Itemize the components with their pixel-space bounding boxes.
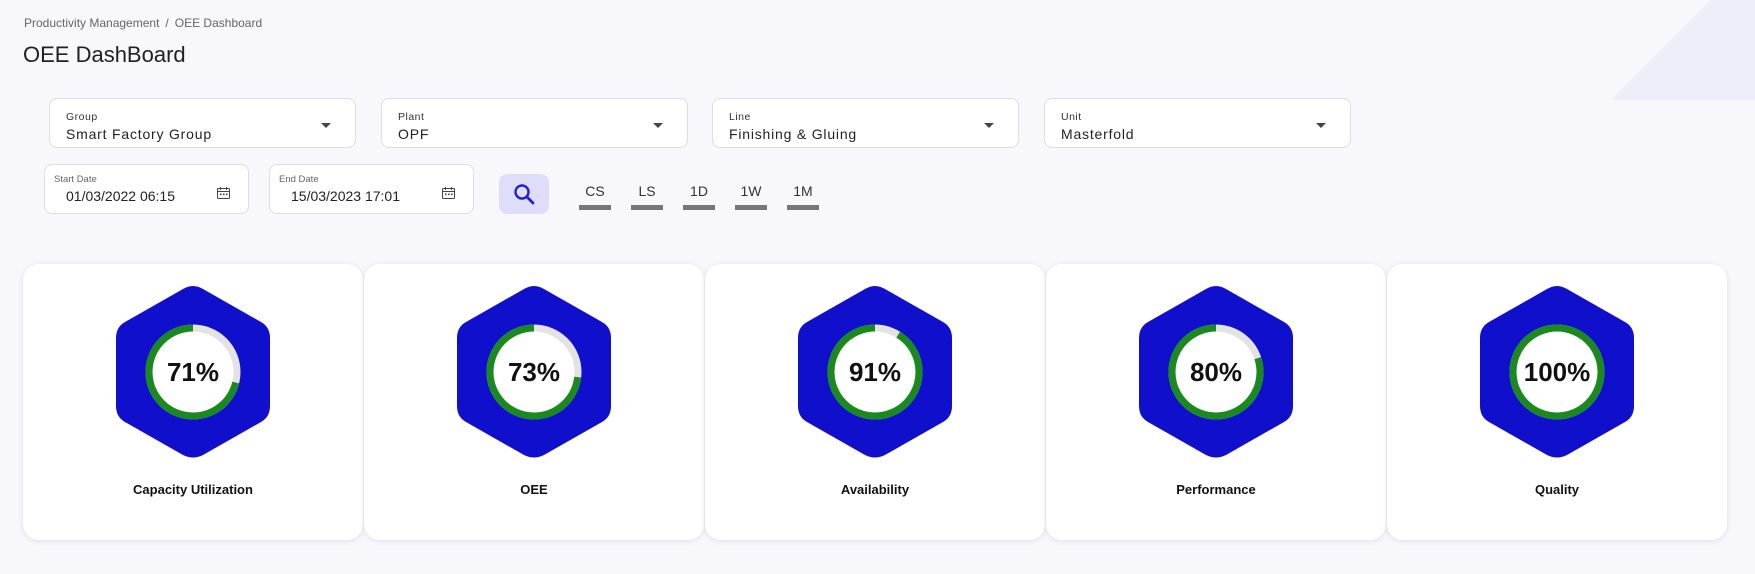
start-date-field[interactable]: Start Date 01/03/2022 06:15 [44,164,249,214]
line-select-label: Line [729,111,751,123]
gauge-progress [145,324,241,420]
chevron-down-icon [321,123,331,128]
hexagon-gauge: 73% [457,286,611,458]
unit-select[interactable]: Unit Masterfold [1044,98,1351,148]
kpi-card-quality[interactable]: 100% Quality [1387,264,1727,540]
end-date-field[interactable]: End Date 15/03/2023 17:01 [269,164,474,214]
background-decoration [1575,0,1755,100]
group-select-value: Smart Factory Group [66,126,212,142]
hexagon-gauge: 80% [1139,286,1293,458]
gauge-progress [827,324,923,420]
breadcrumb-item-productivity[interactable]: Productivity Management [24,16,160,30]
hexagon-gauge: 100% [1480,286,1634,458]
range-button-label: CS [585,183,605,199]
kpi-card-oee[interactable]: 73% OEE [364,264,704,540]
gauge-progress [486,324,582,420]
search-button[interactable] [499,174,549,214]
range-button-cs[interactable]: CS [578,183,612,210]
plant-select-label: Plant [398,111,425,123]
range-button-label: 1M [793,183,813,199]
range-button-1m[interactable]: 1M [786,183,820,210]
calendar-icon[interactable] [217,187,230,199]
range-button-label: LS [638,183,656,199]
kpi-label: Performance [1176,482,1256,497]
kpi-label: Availability [840,482,910,497]
kpi-card-performance[interactable]: 80% Performance [1046,264,1386,540]
breadcrumb-separator: / [165,16,169,30]
chevron-down-icon [1316,123,1326,128]
kpi-value: 100% [1524,357,1591,387]
line-select[interactable]: Line Finishing & Gluing [712,98,1019,148]
start-date-value: 01/03/2022 06:15 [66,188,175,204]
gauge-inner [489,327,579,417]
gauge-inner [830,327,920,417]
plant-select[interactable]: Plant OPF [381,98,688,148]
hexagon-gauge: 91% [798,286,952,458]
range-underline [787,205,819,210]
gauge-progress [1509,324,1605,420]
range-underline [735,205,767,210]
breadcrumb: Productivity Management / OEE Dashboard [24,16,262,30]
plant-select-value: OPF [398,126,430,142]
unit-select-value: Masterfold [1061,126,1135,142]
gauge-inner [148,327,238,417]
line-select-value: Finishing & Gluing [729,126,858,142]
range-underline [631,205,663,210]
hexagon-gauge: 71% [116,286,270,458]
kpi-label: Capacity Utilization [133,482,253,497]
chevron-down-icon [653,123,663,128]
start-date-label: Start Date [54,174,97,185]
gauge-progress [1168,324,1264,420]
end-date-label: End Date [279,174,319,185]
calendar-icon[interactable] [442,187,455,199]
kpi-card-availability[interactable]: 91% Availability [705,264,1045,540]
gauge-inner [1512,327,1602,417]
gauge-inner [1171,327,1261,417]
end-date-value: 15/03/2023 17:01 [291,188,400,204]
kpi-card-capacity-utilization[interactable]: 71% Capacity Utilization [23,264,363,540]
range-button-label: 1D [690,183,708,199]
range-button-1w[interactable]: 1W [734,183,768,210]
range-button-ls[interactable]: LS [630,183,664,210]
chevron-down-icon [984,123,994,128]
range-button-label: 1W [740,183,762,199]
breadcrumb-item-oee[interactable]: OEE Dashboard [174,16,263,30]
unit-select-label: Unit [1061,111,1082,123]
kpi-value: 80% [1190,357,1242,387]
range-underline [683,205,715,210]
kpi-value: 73% [508,357,560,387]
search-icon [514,184,535,205]
group-select[interactable]: Group Smart Factory Group [49,98,356,148]
group-select-label: Group [66,111,98,123]
page-title: OEE DashBoard [23,42,186,67]
kpi-label: OEE [520,482,548,497]
kpi-label: Quality [1534,482,1580,497]
kpi-value: 91% [849,357,901,387]
kpi-value: 71% [167,357,219,387]
range-button-1d[interactable]: 1D [682,183,716,210]
range-underline [579,205,611,210]
